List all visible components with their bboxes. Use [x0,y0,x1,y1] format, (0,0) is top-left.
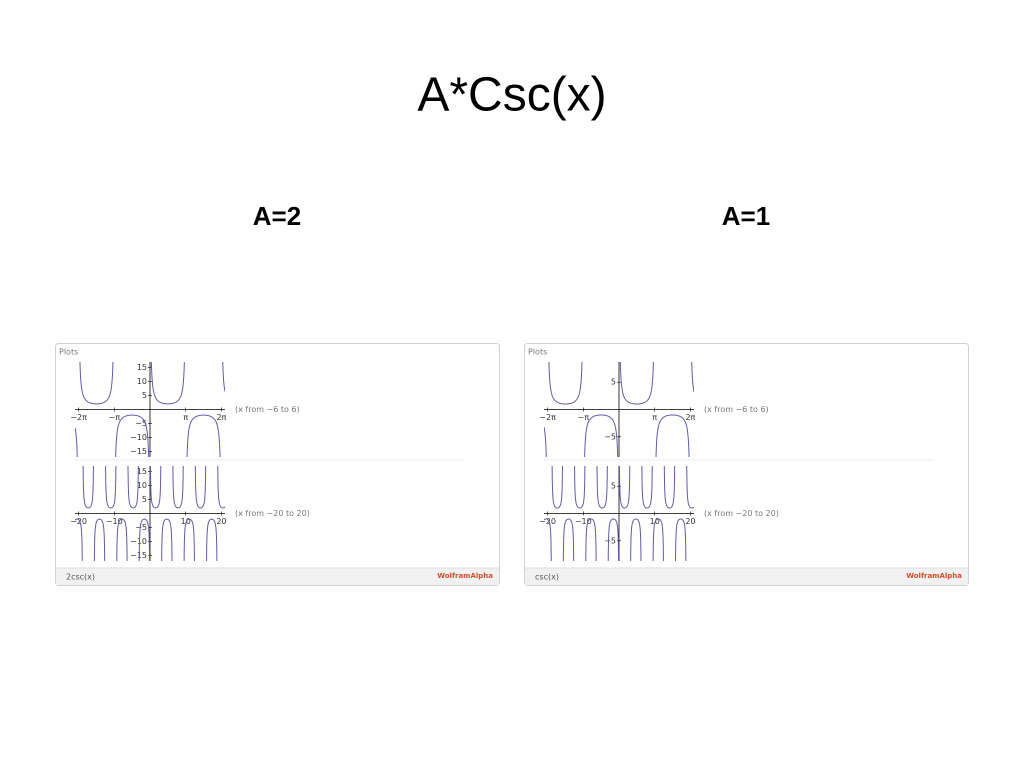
x-tick-label: −2π [70,413,87,422]
function-curve [544,362,694,457]
x-tick-label: 2π [685,413,695,422]
x-tick-label: π [652,413,657,422]
x-tick-label: 2π [216,413,226,422]
y-tick-label: −10 [130,537,147,546]
y-tick-label: −10 [130,433,147,442]
brand-logo: WolframAlpha [437,572,493,580]
panel-heading: A=1 [722,201,770,231]
y-tick-label: 5 [611,378,616,387]
range-label: (x from −6 to 6) [704,405,769,414]
panel-frame [55,343,500,586]
y-tick-label: −15 [130,551,147,560]
y-tick-label: 5 [611,482,616,491]
x-tick-label: 10 [650,517,660,526]
x-tick-label: 10 [181,517,191,526]
function-curve [544,466,694,561]
x-tick-label: −π [578,413,590,422]
y-tick-label: 15 [137,363,147,372]
x-tick-label: −2π [539,413,556,422]
panel-heading: A=2 [253,201,301,231]
y-tick-label: −5 [604,536,616,545]
x-tick-label: π [183,413,188,422]
y-tick-label: −5 [135,419,147,428]
y-tick-label: −15 [130,447,147,456]
x-tick-label: −π [109,413,121,422]
slide-title: A*Csc(x) [417,69,606,122]
range-label: (x from −20 to 20) [704,509,779,518]
formula: csc(x) [535,573,559,582]
y-tick-label: 5 [142,495,147,504]
brand-logo: WolframAlpha [906,572,962,580]
y-tick-label: 15 [137,467,147,476]
x-tick-label: 20 [216,517,226,526]
range-label: (x from −20 to 20) [235,509,310,518]
x-tick-label: −20 [539,517,556,526]
x-tick-label: −20 [70,517,87,526]
y-tick-label: −5 [604,432,616,441]
section-label: Plots [528,348,547,357]
formula: 2csc(x) [66,573,95,582]
function-curve [75,466,225,561]
footer-bar [56,568,499,585]
y-tick-label: 10 [137,481,147,490]
y-tick-label: −5 [135,523,147,532]
section-label: Plots [59,348,78,357]
footer-bar [525,568,968,585]
function-curve [75,362,225,457]
x-tick-label: −10 [575,517,592,526]
y-tick-label: 10 [137,377,147,386]
panel-frame [524,343,969,586]
x-tick-label: −10 [106,517,123,526]
range-label: (x from −6 to 6) [235,405,300,414]
y-tick-label: 5 [142,391,147,400]
x-tick-label: 20 [685,517,695,526]
